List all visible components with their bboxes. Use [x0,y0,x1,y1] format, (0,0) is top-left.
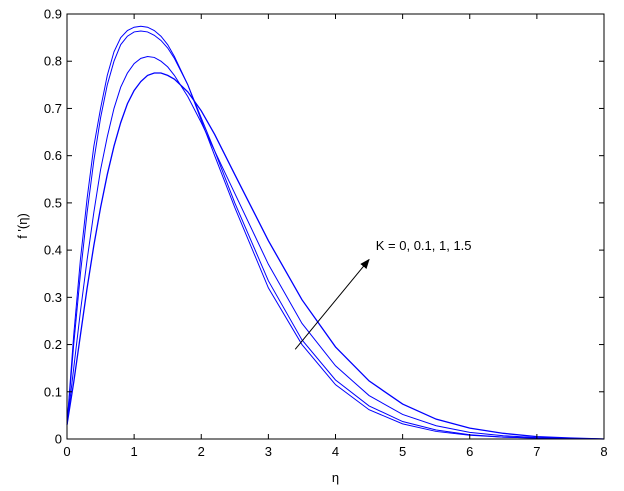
annotation-label: K = 0, 0.1, 1, 1.5 [376,238,472,253]
annotation-arrow [294,258,370,350]
series-line-2 [66,30,605,440]
series-line-1 [66,25,605,440]
x-tick-label: 6 [466,444,473,459]
x-tick-label: 7 [533,444,540,459]
series-layer [66,25,605,440]
x-tick-label: 3 [265,444,272,459]
x-tick-label: 0 [63,444,70,459]
y-tick-label: 0.2 [44,337,62,352]
y-tick-label: 0.9 [44,7,62,22]
y-tick-label: 0.8 [44,54,62,69]
series-line-3 [66,55,605,440]
plot-background [67,14,604,439]
plot-frame [66,13,605,440]
y-tick-label: 0.5 [44,195,62,210]
x-tick-label: 5 [399,444,406,459]
series-line-4 [66,72,605,440]
x-tick-label: 8 [600,444,607,459]
y-tick-label: 0.1 [44,384,62,399]
x-tick-label: 1 [131,444,138,459]
y-axis-label: f '(η) [15,213,30,239]
y-tick-label: 0.4 [44,243,62,258]
y-tick-label: 0.6 [44,148,62,163]
y-tick-label: 0.7 [44,101,62,116]
y-tick-label: 0.3 [44,290,62,305]
annotation-layer: K = 0, 0.1, 1, 1.5 [294,238,472,350]
x-tick-label: 2 [198,444,205,459]
x-axis-label: η [332,470,339,485]
y-tick-label: 0 [55,432,62,447]
x-tick-label: 4 [332,444,339,459]
